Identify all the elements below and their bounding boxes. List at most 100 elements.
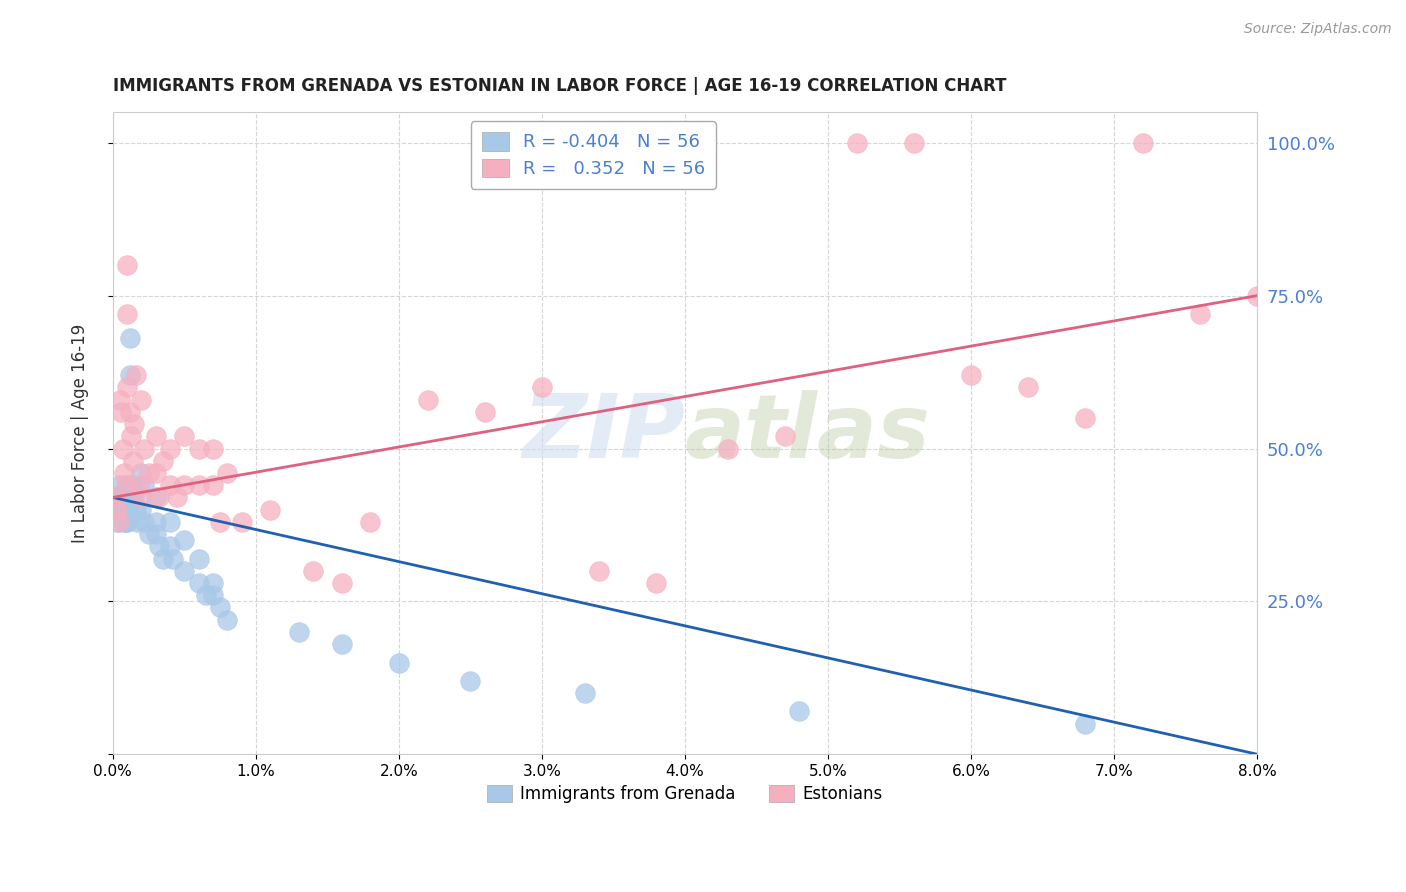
Point [330, 576, 353, 591]
Point [1074, 716, 1097, 731]
Point [115, 484, 138, 499]
Point [187, 442, 209, 456]
Point [148, 491, 170, 505]
Point [112, 466, 135, 480]
Point [330, 637, 353, 651]
Point [108, 392, 131, 407]
Point [259, 502, 281, 516]
Point [134, 442, 156, 456]
Point [112, 515, 135, 529]
Point [111, 491, 134, 505]
Point [124, 484, 146, 499]
Point [145, 527, 167, 541]
Point [115, 258, 138, 272]
Point [187, 478, 209, 492]
Point [120, 429, 142, 443]
Point [131, 491, 153, 505]
Point [159, 515, 181, 529]
Point [173, 533, 195, 548]
Point [173, 429, 195, 443]
Point [201, 588, 224, 602]
Point [120, 478, 142, 492]
Point [159, 478, 181, 492]
Point [845, 136, 868, 150]
Point [145, 466, 167, 480]
Point [148, 539, 170, 553]
Point [131, 466, 153, 480]
Point [115, 502, 138, 516]
Point [903, 136, 925, 150]
Point [359, 515, 381, 529]
Point [187, 576, 209, 591]
Point [789, 705, 811, 719]
Point [1132, 136, 1154, 150]
Text: IMMIGRANTS FROM GRENADA VS ESTONIAN IN LABOR FORCE | AGE 16-19 CORRELATION CHART: IMMIGRANTS FROM GRENADA VS ESTONIAN IN L… [112, 78, 1007, 95]
Point [107, 515, 129, 529]
Point [209, 515, 232, 529]
Point [108, 478, 131, 492]
Point [120, 491, 142, 505]
Point [152, 551, 174, 566]
Point [131, 502, 153, 516]
Legend: Immigrants from Grenada, Estonians: Immigrants from Grenada, Estonians [481, 779, 890, 810]
Point [125, 502, 148, 516]
Point [460, 673, 482, 688]
Point [111, 442, 134, 456]
Point [388, 656, 411, 670]
Point [110, 405, 132, 419]
Point [105, 502, 128, 516]
Point [115, 307, 138, 321]
Point [138, 466, 160, 480]
Point [302, 564, 325, 578]
Point [288, 624, 311, 639]
Point [1188, 307, 1211, 321]
Point [105, 515, 128, 529]
Point [105, 502, 128, 516]
Point [115, 478, 138, 492]
Point [574, 686, 596, 700]
Point [194, 588, 217, 602]
Point [145, 491, 167, 505]
Point [145, 429, 167, 443]
Point [187, 551, 209, 566]
Point [166, 491, 188, 505]
Point [107, 491, 129, 505]
Text: ZIP: ZIP [522, 390, 685, 476]
Point [115, 497, 138, 511]
Point [118, 331, 141, 345]
Point [118, 368, 141, 383]
Point [530, 380, 553, 394]
Point [112, 491, 135, 505]
Point [145, 515, 167, 529]
Point [1017, 380, 1039, 394]
Point [114, 502, 136, 516]
Point [134, 478, 156, 492]
Point [124, 491, 146, 505]
Point [127, 515, 149, 529]
Point [645, 576, 668, 591]
Point [159, 442, 181, 456]
Point [110, 491, 132, 505]
Text: atlas: atlas [685, 390, 931, 476]
Point [173, 478, 195, 492]
Point [162, 551, 184, 566]
Point [115, 491, 138, 505]
Point [474, 405, 496, 419]
Point [173, 564, 195, 578]
Point [104, 491, 127, 505]
Point [588, 564, 610, 578]
Point [201, 478, 224, 492]
Point [125, 368, 148, 383]
Point [134, 515, 156, 529]
Point [773, 429, 796, 443]
Point [717, 442, 740, 456]
Point [114, 515, 136, 529]
Point [416, 392, 439, 407]
Point [110, 502, 132, 516]
Point [960, 368, 983, 383]
Point [217, 613, 239, 627]
Point [1074, 411, 1097, 425]
Point [152, 454, 174, 468]
Point [124, 417, 146, 431]
Point [209, 600, 232, 615]
